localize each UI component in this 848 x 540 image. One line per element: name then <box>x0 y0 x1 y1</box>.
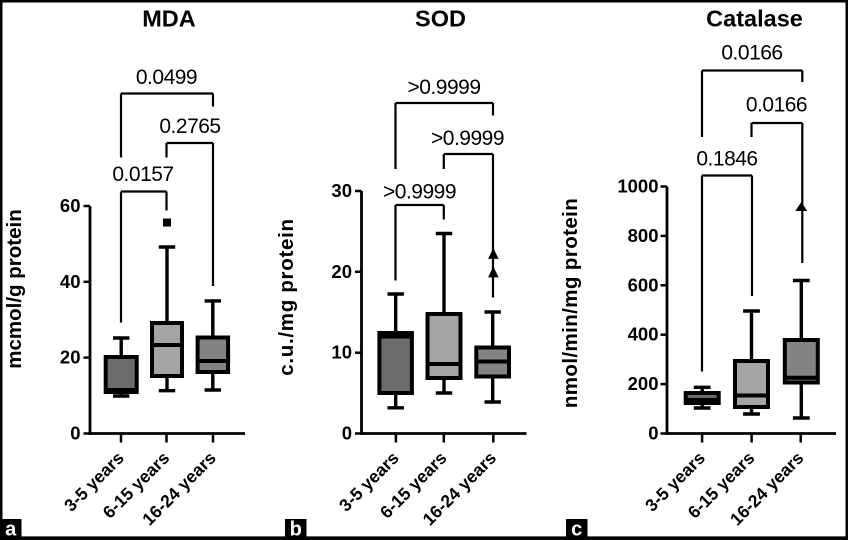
svg-text:0: 0 <box>342 423 352 444</box>
svg-text:0.0166: 0.0166 <box>721 42 782 65</box>
svg-text:>0.9999: >0.9999 <box>408 76 481 99</box>
svg-text:>0.9999: >0.9999 <box>431 127 504 150</box>
svg-text:c: c <box>571 519 582 540</box>
svg-text:0.1846: 0.1846 <box>696 148 757 171</box>
svg-text:b: b <box>290 519 302 540</box>
svg-text:200: 200 <box>628 373 659 394</box>
svg-text:1000: 1000 <box>617 176 658 197</box>
svg-text:SOD: SOD <box>415 6 466 32</box>
svg-text:600: 600 <box>628 274 659 295</box>
svg-text:MDA: MDA <box>142 6 196 32</box>
svg-text:30: 30 <box>331 180 352 201</box>
svg-text:0.0499: 0.0499 <box>136 66 197 89</box>
svg-text:0.0157: 0.0157 <box>112 163 173 186</box>
svg-text:0.0166: 0.0166 <box>746 94 807 117</box>
svg-text:60: 60 <box>60 195 81 216</box>
svg-text:10: 10 <box>331 342 352 363</box>
svg-text:20: 20 <box>60 347 81 368</box>
svg-text:0.2765: 0.2765 <box>159 115 220 138</box>
svg-text:Catalase: Catalase <box>706 6 803 32</box>
svg-text:c.u./mg protein: c.u./mg protein <box>275 218 298 375</box>
svg-text:800: 800 <box>628 225 659 246</box>
svg-text:mcmol/g protein: mcmol/g protein <box>3 209 26 368</box>
svg-text:0: 0 <box>70 423 80 444</box>
svg-text:20: 20 <box>331 261 352 282</box>
svg-text:nmol/min/mg protein: nmol/min/mg protein <box>559 198 582 408</box>
svg-text:a: a <box>5 519 17 540</box>
svg-text:40: 40 <box>60 271 81 292</box>
svg-text:400: 400 <box>628 324 659 345</box>
svg-text:>0.9999: >0.9999 <box>383 181 456 204</box>
svg-text:0: 0 <box>648 423 658 444</box>
